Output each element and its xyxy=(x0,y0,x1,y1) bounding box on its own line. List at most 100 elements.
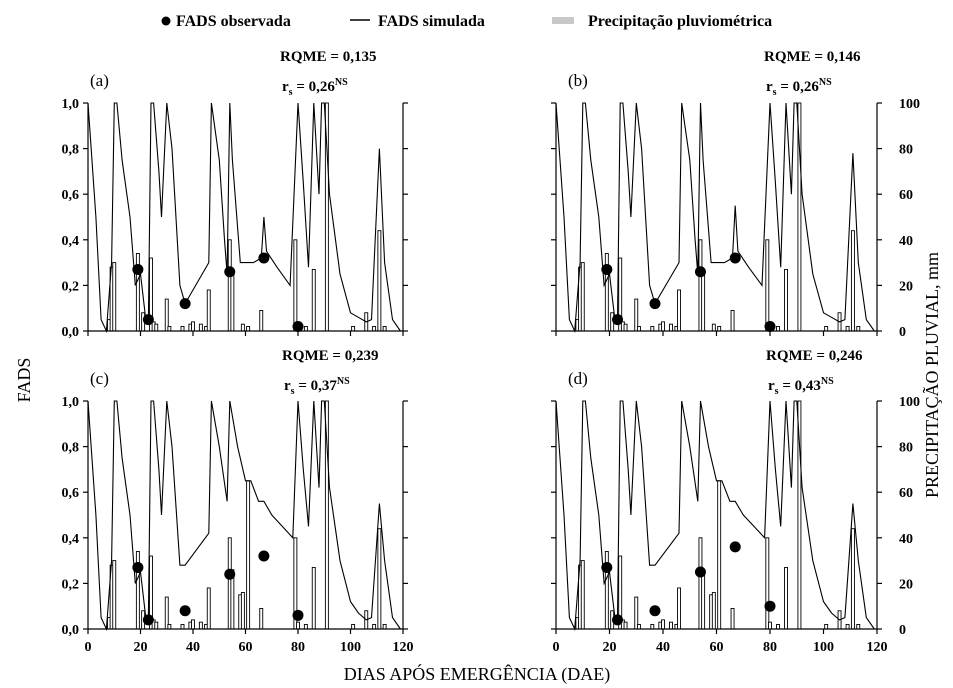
precip-bar xyxy=(730,310,735,332)
y-axis-label-left: FADS xyxy=(14,358,34,403)
panel-a-rs-sup: NS xyxy=(335,77,348,88)
precip-bar xyxy=(856,325,861,332)
precip-bar xyxy=(167,623,172,630)
precip-bar xyxy=(661,321,665,332)
right-tick-label: 100 xyxy=(899,97,920,112)
precip-bar xyxy=(351,623,356,630)
rs-subscript: s xyxy=(775,386,779,397)
precip-bar xyxy=(776,623,780,630)
precip-bar xyxy=(650,623,655,630)
panel-d: 0 20 40 60 80 100 0 20 40 60 80 100 120 xyxy=(551,395,920,655)
panel-b-rqme: RQME = 0,146 xyxy=(764,49,861,65)
panel-a-rs: rs = 0,26NS xyxy=(282,77,348,98)
legend: FADS observada FADS simulada Precipitaçã… xyxy=(161,13,772,30)
precip-bar xyxy=(240,323,245,332)
panel-d-rs: rs = 0,43NS xyxy=(768,376,834,397)
precip-bar xyxy=(730,608,735,630)
precip-bar xyxy=(246,325,251,332)
left-tick-label: 1,0 xyxy=(62,395,80,410)
observed-point xyxy=(612,314,624,326)
left-tick-label: 0,6 xyxy=(62,486,80,501)
precip-bar xyxy=(296,621,300,630)
precip-bar xyxy=(382,623,387,630)
panel-b-annotations: (b) RQME = 0,146 rs = 0,26NS xyxy=(568,49,861,98)
left-tick-label: 0,4 xyxy=(62,234,80,249)
precip-bar xyxy=(198,621,203,630)
legend-observed-marker xyxy=(161,16,171,26)
right-tick-label: 40 xyxy=(899,234,913,249)
precip-bar xyxy=(845,325,850,332)
precip-bar xyxy=(636,325,641,332)
x-tick-label: 100 xyxy=(340,640,361,655)
panel-d-annotations: (d) RQME = 0,246 rs = 0,43NS xyxy=(568,348,863,397)
precip-bar xyxy=(845,623,850,630)
panel-b-rs-value: 0,26 xyxy=(793,79,820,95)
right-tick-label: 0 xyxy=(899,325,906,340)
precip-bar xyxy=(259,310,264,332)
observed-point xyxy=(132,263,144,275)
panel-b: 0 20 40 60 80 100 xyxy=(551,97,920,340)
observed-point xyxy=(729,541,741,553)
x-tick-label: 120 xyxy=(867,640,888,655)
precip-bar xyxy=(669,621,673,630)
precip-bar xyxy=(580,262,585,332)
precip-bar xyxy=(112,262,117,332)
observed-point xyxy=(292,320,304,332)
panel-c: 0,0 0,2 0,4 0,6 0,8 1,0 0 20 40 60 80 100 120 xyxy=(62,395,414,655)
precip-bar xyxy=(112,560,117,630)
left-tick-label: 1,0 xyxy=(62,97,80,112)
left-tick-label: 0,0 xyxy=(62,325,80,340)
panel-a: 0,0 0,2 0,4 0,6 0,8 1,0 xyxy=(62,97,408,340)
x-tick-label: 80 xyxy=(291,640,305,655)
precip-bar xyxy=(303,325,308,332)
panel-a-rqme: RQME = 0,135 xyxy=(280,49,376,65)
left-tick-label: 0,6 xyxy=(62,188,80,203)
observed-point xyxy=(132,561,144,573)
observed-point xyxy=(649,298,661,310)
precip-bar xyxy=(784,268,788,332)
panel-c-rs-value: 0,37 xyxy=(311,378,338,394)
simulated-line xyxy=(555,400,875,632)
observed-point xyxy=(601,561,613,573)
precip-bar xyxy=(580,560,585,630)
precip-bar xyxy=(824,325,829,332)
x-tick-label: 60 xyxy=(239,640,253,655)
observed-point xyxy=(612,614,624,626)
precip-bar xyxy=(206,289,211,332)
legend-observed-label: FADS observada xyxy=(176,13,291,30)
right-tick-label: 80 xyxy=(899,143,913,158)
precip-bar xyxy=(311,268,316,332)
precip-bar xyxy=(661,619,665,630)
precip-bar xyxy=(850,528,855,630)
precip-bar xyxy=(850,230,855,332)
precip-bar xyxy=(765,239,770,332)
left-tick-label: 0,8 xyxy=(62,143,80,158)
right-tick-label: 60 xyxy=(899,486,913,501)
precip-bar xyxy=(206,587,211,630)
right-tick-label: 100 xyxy=(899,395,920,410)
precip-bar xyxy=(768,621,772,630)
panel-d-rs-sup: NS xyxy=(821,376,834,387)
precip-bar xyxy=(191,619,195,630)
precip-bar xyxy=(677,587,681,630)
left-tick-label: 0,8 xyxy=(62,441,80,456)
observed-point xyxy=(649,605,661,617)
precip-bar xyxy=(701,569,706,630)
precip-bar xyxy=(372,325,377,332)
plot-panels: 0,00,20,40,60,81,00204060801000,00,20,40… xyxy=(62,97,921,655)
x-tick-label: 0 xyxy=(553,640,560,655)
left-tick-label: 0,2 xyxy=(62,577,80,592)
y-axis-label-right: PRECIPITAÇÃO PLUVIAL, mm xyxy=(921,252,942,498)
observed-point xyxy=(224,266,236,278)
precip-bar xyxy=(636,623,641,630)
observed-point xyxy=(729,252,741,264)
precip-bar xyxy=(167,325,172,332)
observed-point xyxy=(292,609,304,621)
observed-point xyxy=(601,263,613,275)
simulated-line xyxy=(555,102,875,334)
legend-simulated-label: FADS simulada xyxy=(378,13,485,30)
x-tick-label: 80 xyxy=(763,640,777,655)
x-tick-label: 120 xyxy=(393,640,414,655)
x-tick-label: 100 xyxy=(813,640,834,655)
